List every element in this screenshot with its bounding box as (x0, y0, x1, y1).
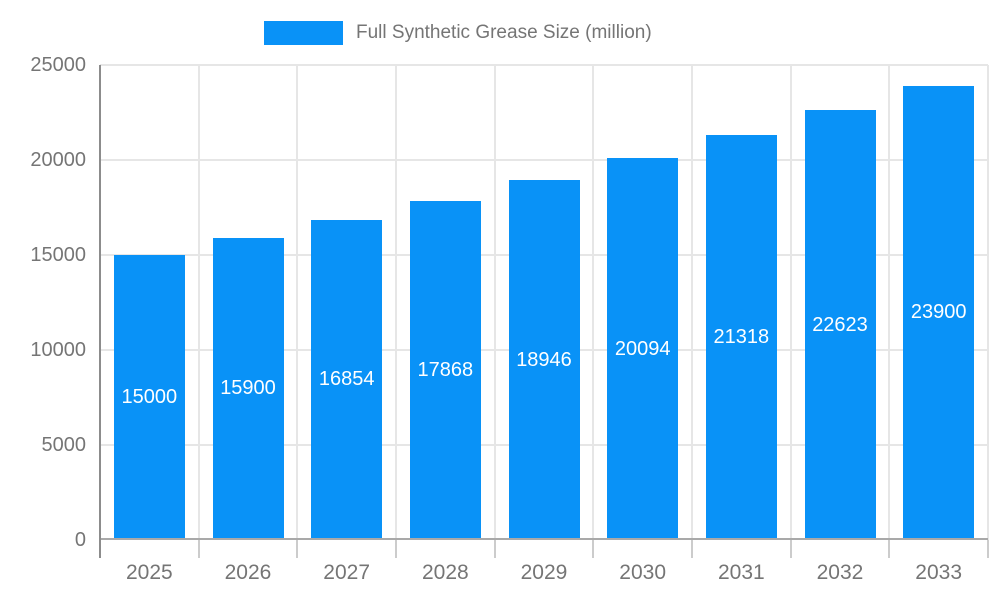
x-axis-tick-label: 2027 (323, 561, 371, 584)
v-gridline (395, 65, 397, 540)
x-axis-baseline (100, 538, 988, 540)
x-axis-tick-label: 2026 (224, 561, 272, 584)
y-axis-tick-label: 25000 (30, 54, 86, 76)
bar-value-label: 17868 (417, 358, 474, 381)
h-gridline (100, 159, 988, 161)
bar-value-label: 16854 (318, 368, 375, 391)
v-gridline (493, 65, 496, 540)
bar-2032[interactable]: 22623 (804, 110, 876, 540)
v-gridline (691, 65, 693, 540)
bar-value-label: 18946 (516, 348, 572, 371)
bar-2028[interactable]: 17868 (409, 200, 481, 540)
x-axis-tick-label: 2025 (125, 561, 173, 584)
bar-2031[interactable]: 21318 (705, 134, 777, 540)
legend-label: Full Synthetic Grease Size (million) (356, 22, 652, 43)
bar-2027[interactable]: 16854 (311, 219, 383, 540)
x-axis-tick (296, 540, 299, 558)
bar-value-label: 15000 (121, 386, 178, 408)
v-gridline (888, 65, 891, 540)
v-gridline (592, 65, 595, 540)
bar-2026[interactable]: 15900 (212, 237, 284, 540)
v-gridline (197, 65, 200, 540)
x-axis-tick (691, 540, 693, 558)
x-axis-tick (493, 540, 496, 558)
x-axis-tick-label: 2029 (520, 561, 568, 584)
bar-value-label: 21318 (713, 325, 770, 348)
x-axis-tick (197, 540, 200, 558)
x-axis-tick (789, 540, 792, 558)
bar-2025[interactable]: 15000 (113, 255, 185, 540)
bar-value-label: 22623 (812, 313, 868, 336)
y-axis-tick-label: 0 (74, 529, 86, 551)
x-axis-tick-label: 2030 (619, 561, 667, 584)
x-axis-tick (592, 540, 595, 558)
x-axis-labels: 2025 2026 2027 2028 2029 2030 2031 2032 2033 (100, 558, 988, 592)
x-axis-tick-label: 2028 (421, 561, 469, 584)
x-axis-tick (395, 540, 397, 558)
bar-2029[interactable]: 18946 (508, 180, 580, 540)
h-gridline (100, 64, 988, 66)
y-axis-tick-label: 5000 (41, 434, 87, 456)
bar-value-label: 20094 (614, 337, 671, 360)
x-axis-tick (987, 540, 989, 558)
v-gridline (789, 65, 792, 540)
x-axis-tick-label: 2033 (915, 561, 963, 584)
bar-2033[interactable]: 23900 (903, 85, 975, 540)
legend-swatch (264, 20, 343, 45)
bar-value-label: 15900 (220, 377, 276, 400)
x-axis-tick (888, 540, 891, 558)
legend[interactable]: Full Synthetic Grease Size (million) (264, 20, 652, 45)
y-axis-tick-label: 20000 (30, 149, 86, 171)
y-axis-labels: 0 5000 10000 15000 20000 25000 (0, 54, 87, 551)
bar-value-label: 23900 (910, 301, 967, 324)
y-axis-line (99, 65, 101, 558)
v-gridline (296, 65, 299, 540)
v-gridline (987, 65, 989, 540)
y-axis-tick-label: 10000 (30, 339, 86, 361)
y-axis-tick-label: 15000 (30, 244, 86, 266)
x-axis-tick-label: 2031 (717, 561, 765, 584)
plot-area: 15000 15900 16854 17868 18946 20094 21318 22623… (100, 64, 989, 540)
bar-2030[interactable]: 20094 (607, 158, 679, 540)
x-axis-tick-label: 2032 (816, 561, 864, 584)
